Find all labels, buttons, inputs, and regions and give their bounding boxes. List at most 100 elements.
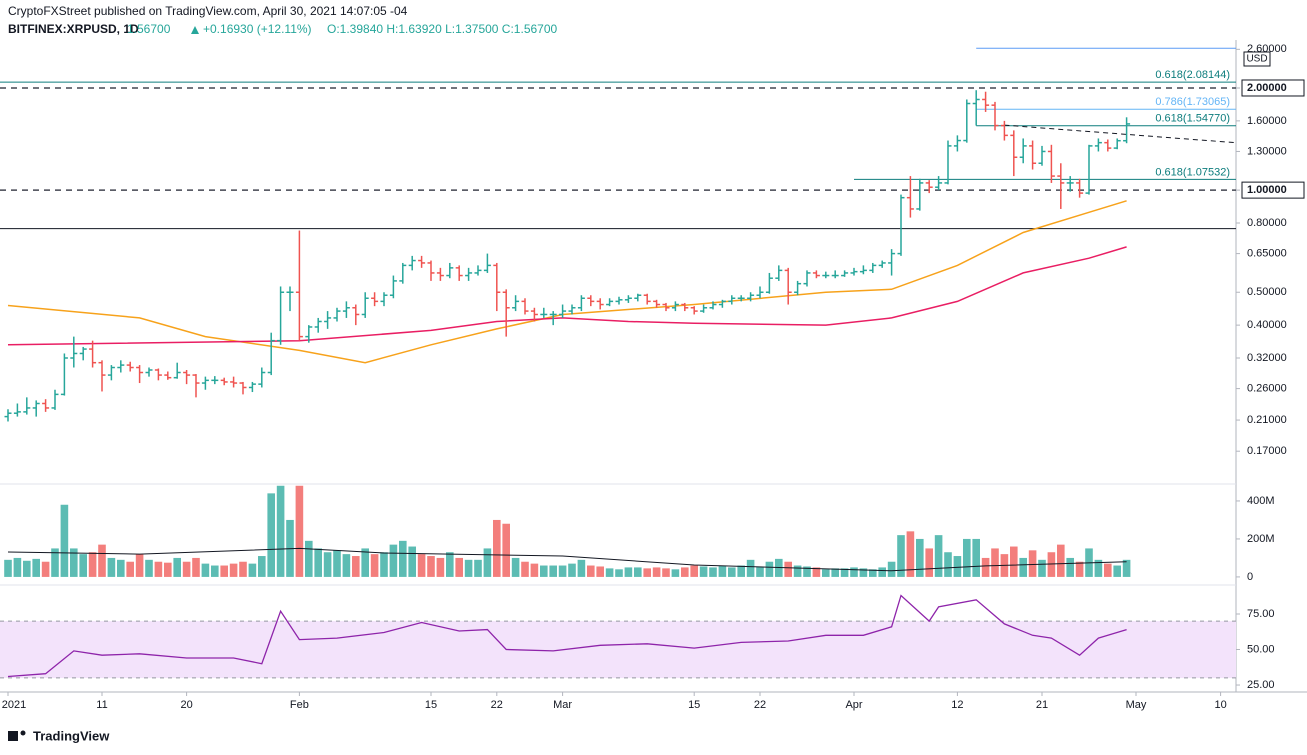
volume-bar	[455, 557, 463, 577]
volume-bar	[897, 535, 905, 577]
volume-bar	[690, 565, 698, 577]
ohlc-header: O:1.39840 H:1.63920 L:1.37500 C:1.56700	[327, 22, 558, 36]
volume-bar	[1038, 559, 1046, 577]
volume-bar	[812, 567, 821, 577]
volume-bar	[859, 568, 868, 577]
volume-bar	[417, 554, 426, 577]
volume-bar	[276, 485, 285, 577]
x-tick-label: Feb	[290, 699, 309, 711]
volume-bar	[728, 567, 736, 577]
volume-bar	[511, 557, 520, 577]
volume-bar	[784, 561, 792, 577]
volume-bar	[380, 552, 388, 577]
y-tick-label: 50.00	[1247, 643, 1275, 655]
level-label: 0.786(1.73065)	[1155, 96, 1230, 108]
y-tick-label: 2.00000	[1247, 82, 1287, 94]
x-tick-label: Mar	[553, 699, 572, 711]
y-tick-label: 0.65000	[1247, 247, 1287, 259]
y-tick-label: 0.80000	[1247, 217, 1287, 229]
x-tick-label: 11	[96, 699, 107, 711]
volume-bar	[389, 544, 398, 577]
volume-bar	[934, 535, 943, 577]
volume-ma	[7, 547, 1127, 572]
volume-bar	[79, 554, 87, 577]
volume-bar	[211, 565, 219, 577]
volume-bar	[793, 565, 802, 577]
moving-average	[7, 200, 1127, 364]
volume-bar	[887, 561, 896, 577]
volume-bar	[981, 557, 990, 577]
volume-bar	[963, 538, 971, 577]
volume-bar	[746, 559, 755, 577]
x-tick-label: May	[1126, 699, 1147, 711]
x-tick-label: 2021	[2, 699, 26, 711]
y-tick-label: 0	[1247, 571, 1253, 583]
publisher: CryptoFXStreet published on TradingView.…	[8, 4, 408, 18]
volume-bar	[869, 569, 877, 577]
volume-bar	[201, 563, 210, 577]
y-tick-label: 0.40000	[1247, 319, 1287, 331]
y-tick-label: 200M	[1247, 533, 1275, 545]
volume-bar	[944, 552, 952, 577]
volume-bar	[615, 569, 623, 577]
volume-bar	[906, 531, 915, 577]
volume-bar	[530, 563, 539, 577]
volume-bar	[305, 540, 313, 577]
volume-bar	[1066, 557, 1074, 577]
volume-bar	[408, 546, 416, 577]
volume-bar	[671, 569, 680, 577]
volume-bar	[540, 565, 548, 577]
volume-bar	[145, 559, 153, 577]
volume-bar	[1019, 557, 1027, 577]
volume-bar	[1104, 563, 1112, 577]
volume-bar	[643, 568, 651, 577]
volume-bar	[1113, 565, 1121, 577]
last-price: 1.56700	[127, 22, 171, 36]
level-label: 0.618(2.08144)	[1155, 69, 1230, 81]
volume-bar	[681, 567, 689, 577]
volume-bar	[60, 504, 69, 577]
volume-bar	[577, 559, 586, 577]
change: +0.16930 (+12.11%)	[203, 22, 312, 36]
volume-bar	[342, 554, 351, 577]
level-label: 0.618(1.54770)	[1155, 113, 1230, 125]
volume-bar	[878, 567, 886, 577]
volume-bar	[446, 552, 454, 577]
volume-bar	[756, 566, 764, 577]
volume-bar	[51, 548, 59, 577]
rsi-line	[7, 594, 1127, 678]
volume-bar	[333, 550, 341, 577]
up-arrow	[191, 26, 199, 34]
volume-bar	[154, 561, 163, 577]
logo-icon	[20, 730, 26, 736]
volume-bar	[239, 561, 247, 577]
volume-bar	[1010, 546, 1018, 577]
volume-bar	[596, 566, 604, 577]
volume-bar	[13, 557, 22, 577]
x-tick-label: Apr	[845, 699, 862, 711]
volume-bar	[361, 548, 369, 577]
volume-bar	[803, 566, 811, 577]
volume-bar	[192, 557, 200, 577]
volume-bar	[502, 523, 510, 577]
x-tick-label: 21	[1036, 699, 1048, 711]
y-tick-label: 25.00	[1247, 679, 1275, 691]
volume-bar	[173, 557, 181, 577]
x-tick-label: 15	[425, 699, 437, 711]
volume-bar	[840, 568, 849, 577]
y-tick-label: 0.21000	[1247, 414, 1287, 426]
volume-bar	[1075, 561, 1084, 577]
volume-bar	[135, 554, 144, 577]
volume-bar	[850, 567, 858, 577]
symbol: BITFINEX:XRPUSD, 1D	[8, 22, 139, 36]
volume-bar	[352, 556, 360, 577]
volume-bar	[699, 566, 708, 577]
volume-bar	[624, 567, 633, 577]
volume-bar	[634, 567, 642, 577]
volume-bar	[314, 548, 322, 577]
volume-bar	[436, 557, 445, 577]
currency-box	[1243, 51, 1271, 67]
x-tick-label: 22	[754, 699, 766, 711]
volume-bar	[258, 556, 266, 577]
